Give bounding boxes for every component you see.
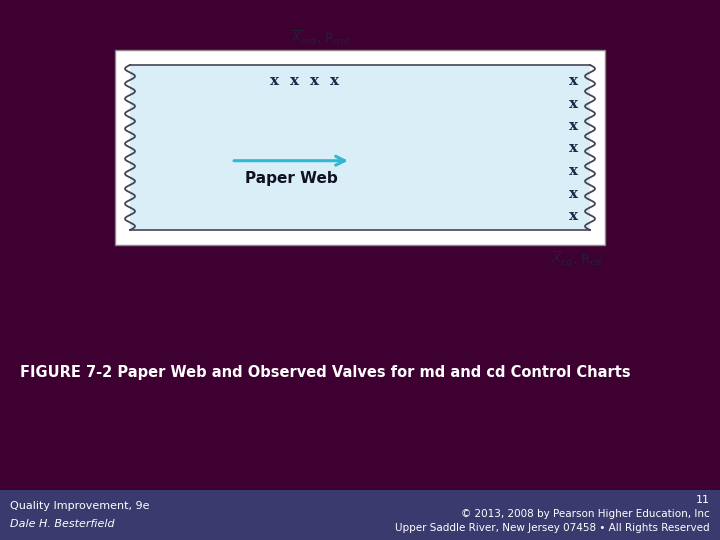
Text: Quality Improvement, 9e: Quality Improvement, 9e bbox=[10, 501, 150, 511]
Text: © 2013, 2008 by Pearson Higher Education, Inc: © 2013, 2008 by Pearson Higher Education… bbox=[462, 509, 710, 519]
Text: Dale H. Besterfield: Dale H. Besterfield bbox=[10, 519, 114, 529]
Text: $\overline{X}_{cd}$, R$_{cd}$: $\overline{X}_{cd}$, R$_{cd}$ bbox=[551, 250, 603, 268]
Text: x: x bbox=[570, 186, 579, 200]
Bar bbox=[0, 490, 720, 540]
Text: $\overline{X}_{md}$, R$_{md}$: $\overline{X}_{md}$, R$_{md}$ bbox=[291, 29, 351, 47]
Text: x: x bbox=[570, 141, 579, 156]
Text: x: x bbox=[310, 74, 320, 88]
Text: x: x bbox=[330, 74, 339, 88]
Text: x: x bbox=[570, 74, 579, 88]
Text: x: x bbox=[570, 119, 579, 133]
Text: x: x bbox=[570, 164, 579, 178]
Text: x: x bbox=[290, 74, 300, 88]
Text: Paper Web: Paper Web bbox=[245, 171, 338, 186]
Bar bbox=[130, 65, 590, 230]
Bar bbox=[115, 50, 605, 245]
Text: x: x bbox=[570, 209, 579, 223]
Text: x: x bbox=[270, 74, 279, 88]
Text: Upper Saddle River, New Jersey 07458 • All Rights Reserved: Upper Saddle River, New Jersey 07458 • A… bbox=[395, 523, 710, 533]
Text: 11: 11 bbox=[696, 495, 710, 505]
Text: x: x bbox=[570, 97, 579, 111]
Text: FIGURE 7-2 Paper Web and Observed Valves for md and cd Control Charts: FIGURE 7-2 Paper Web and Observed Valves… bbox=[20, 364, 631, 380]
